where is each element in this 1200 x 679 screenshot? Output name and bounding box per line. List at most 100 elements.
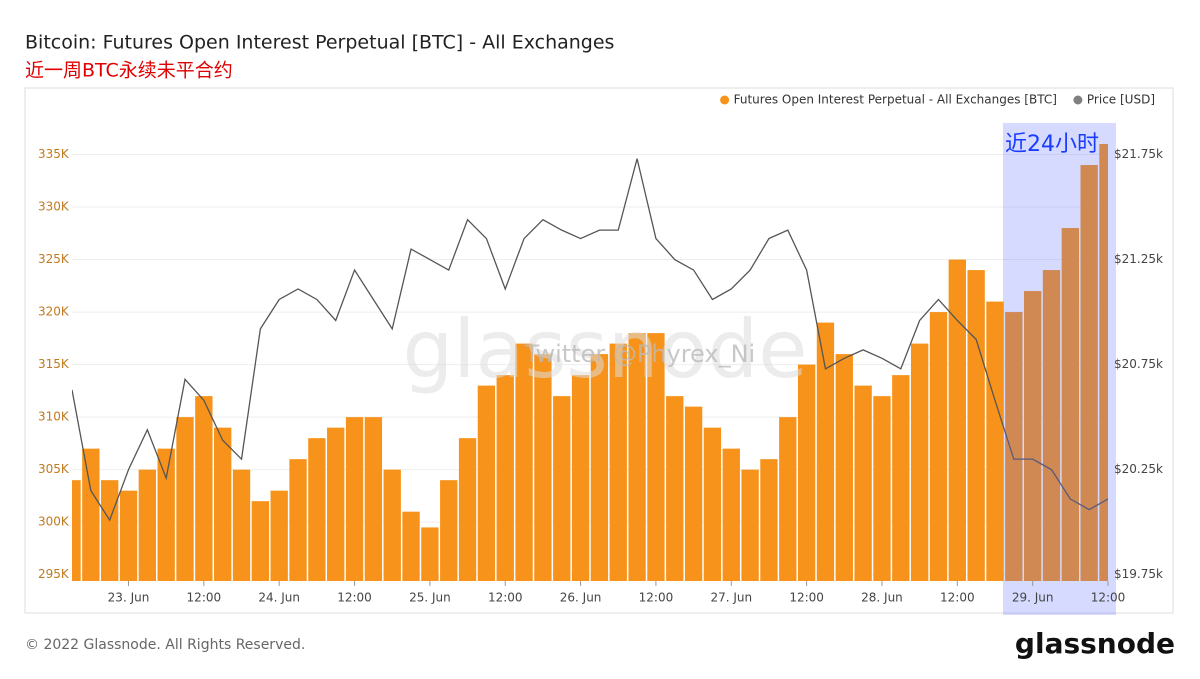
bar	[383, 469, 401, 581]
x-tick-label: 12:00	[488, 591, 523, 605]
bar	[345, 417, 364, 581]
bar	[119, 490, 138, 581]
bar	[835, 354, 853, 581]
bar	[1042, 270, 1061, 581]
y2-tick-label: $21.25k	[1114, 252, 1163, 266]
y-tick-label: 325K	[38, 252, 70, 266]
bar	[232, 469, 251, 581]
y-tick-label: 300K	[38, 515, 70, 529]
bar	[986, 301, 1004, 581]
x-tick-label: 23. Jun	[108, 591, 150, 605]
bar	[684, 406, 703, 581]
bar	[421, 527, 439, 581]
bar	[1005, 312, 1023, 581]
bar	[364, 417, 383, 581]
y-tick-label: 305K	[38, 462, 70, 476]
bar	[910, 343, 929, 581]
y2-tick-label: $20.75k	[1114, 357, 1163, 371]
bar	[760, 459, 778, 581]
y-tick-label: 295K	[38, 567, 70, 581]
bar	[458, 438, 477, 581]
y-tick-label: 315K	[38, 357, 70, 371]
bar	[967, 270, 985, 581]
bar	[72, 480, 81, 581]
bar	[138, 469, 157, 581]
x-tick-label: 12:00	[789, 591, 824, 605]
bar	[157, 448, 175, 581]
highlight-region	[1003, 123, 1116, 615]
price-line-group	[72, 158, 1108, 522]
bar	[327, 427, 345, 581]
x-tick-label: 12:00	[639, 591, 674, 605]
annotation: 近24小时	[1005, 132, 1099, 157]
bar	[251, 501, 270, 581]
y2-tick-label: $20.25k	[1114, 462, 1163, 476]
bar	[797, 364, 816, 581]
legend-swatch	[720, 95, 730, 105]
axes: 295K 300K 305K 310K 315K 320K 325K 330K 335K $19.…	[38, 147, 1163, 604]
legend-swatch	[1073, 95, 1083, 105]
bar	[1080, 165, 1098, 581]
bar	[270, 490, 288, 581]
x-tick-label: 12:00	[187, 591, 222, 605]
bar	[477, 385, 496, 581]
x-tick-label: 12:00	[940, 591, 975, 605]
watermark: glassnode	[402, 303, 807, 396]
bar	[308, 438, 326, 581]
bar	[402, 511, 420, 581]
chart-title: Bitcoin: Futures Open Interest Perpetual…	[25, 32, 614, 54]
bar	[1099, 144, 1108, 581]
chart-subtitle: 近一周BTC永续未平合约	[25, 60, 233, 82]
bar	[553, 396, 571, 581]
bar	[873, 396, 891, 581]
x-tick-label: 12:00	[337, 591, 372, 605]
y-tick-label: 310K	[38, 410, 70, 424]
legend-label: Futures Open Interest Perpetual - All Ex…	[734, 93, 1057, 107]
x-tick-label: 12:00	[1091, 591, 1126, 605]
bar	[101, 480, 119, 581]
bar	[590, 354, 609, 581]
bar	[289, 459, 307, 581]
bar	[929, 312, 948, 581]
bar	[816, 322, 835, 581]
bar	[609, 343, 627, 581]
y-tick-label: 335K	[38, 147, 70, 161]
bar	[195, 396, 213, 581]
legend-label: Price [USD]	[1087, 93, 1155, 107]
y2-tick-label: $21.75k	[1114, 147, 1163, 161]
bar	[854, 385, 872, 581]
bar	[440, 480, 458, 581]
price-line	[72, 158, 1108, 522]
bars	[72, 144, 1108, 581]
bar	[1023, 291, 1042, 581]
bar	[741, 469, 759, 581]
bar	[647, 333, 665, 581]
x-tick-label: 24. Jun	[258, 591, 300, 605]
bar	[666, 396, 684, 581]
bar	[722, 448, 740, 581]
y-tick-label: 330K	[38, 200, 70, 214]
bar	[82, 448, 100, 581]
chart-frame	[24, 87, 1174, 614]
bar	[628, 333, 646, 581]
x-tick-label: 26. Jun	[560, 591, 602, 605]
bar	[571, 375, 590, 581]
y-tick-label: 320K	[38, 305, 70, 319]
bar	[779, 417, 797, 581]
bar	[214, 427, 232, 581]
legend: Price [USD] Futures Open Interest Perpetu…	[720, 93, 1155, 107]
y2-tick-label: $19.75k	[1114, 567, 1163, 581]
bar	[496, 375, 514, 581]
x-tick-label: 25. Jun	[409, 591, 451, 605]
bar	[703, 427, 722, 581]
bar	[892, 375, 910, 581]
x-tick-label: 29. Jun	[1012, 591, 1054, 605]
x-tick-label: 27. Jun	[710, 591, 752, 605]
bar	[534, 354, 552, 581]
bar	[176, 417, 194, 581]
x-tick-label: 28. Jun	[861, 591, 903, 605]
bar	[515, 343, 533, 581]
logo: glassnode	[1015, 627, 1175, 660]
bar	[948, 259, 966, 581]
